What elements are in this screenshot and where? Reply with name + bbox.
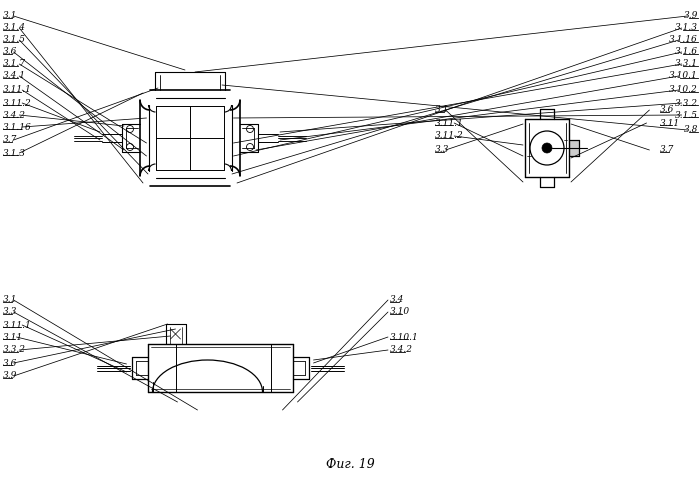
Text: 3.11.1: 3.11.1 bbox=[3, 85, 31, 94]
Text: 3.3.2: 3.3.2 bbox=[3, 346, 26, 354]
Text: 3.6: 3.6 bbox=[660, 106, 674, 115]
Text: 3.11.1: 3.11.1 bbox=[3, 321, 31, 330]
Text: 3.1: 3.1 bbox=[435, 106, 449, 115]
Text: 3.1.16: 3.1.16 bbox=[3, 122, 31, 132]
Text: 3.8: 3.8 bbox=[684, 125, 698, 134]
Text: 3.4: 3.4 bbox=[390, 295, 405, 305]
Circle shape bbox=[542, 143, 552, 153]
Circle shape bbox=[246, 125, 253, 133]
Text: 3.10: 3.10 bbox=[390, 308, 410, 317]
Text: 3.9: 3.9 bbox=[3, 372, 18, 380]
Text: 3.3.2: 3.3.2 bbox=[675, 98, 698, 107]
Text: 3.10.1: 3.10.1 bbox=[669, 71, 698, 80]
Text: 3.1.5: 3.1.5 bbox=[3, 36, 26, 44]
Text: 3.7: 3.7 bbox=[3, 135, 18, 145]
Text: 3.3: 3.3 bbox=[435, 146, 449, 155]
Text: 3.1.16: 3.1.16 bbox=[669, 36, 698, 44]
Text: 3.1.6: 3.1.6 bbox=[675, 48, 698, 56]
Text: 3.11.1: 3.11.1 bbox=[435, 119, 463, 128]
Text: 3.7: 3.7 bbox=[660, 146, 674, 155]
Text: 3.10.2: 3.10.2 bbox=[669, 85, 698, 94]
Text: 3.9: 3.9 bbox=[684, 12, 698, 21]
Text: 3.3.1: 3.3.1 bbox=[675, 59, 698, 68]
Bar bbox=[569, 140, 579, 156]
Text: 3.3: 3.3 bbox=[3, 308, 18, 317]
Text: 3.11.2: 3.11.2 bbox=[3, 98, 31, 107]
Circle shape bbox=[127, 125, 134, 133]
Text: 3.11: 3.11 bbox=[660, 119, 680, 128]
Text: 3.1.3: 3.1.3 bbox=[3, 148, 26, 158]
Circle shape bbox=[246, 144, 253, 150]
Text: 3.1.3: 3.1.3 bbox=[675, 24, 698, 32]
Text: 3.1.5: 3.1.5 bbox=[675, 110, 698, 120]
Text: 3.1: 3.1 bbox=[3, 295, 18, 305]
Text: 3.4.2: 3.4.2 bbox=[3, 110, 26, 120]
Text: 3.1.7: 3.1.7 bbox=[3, 59, 26, 68]
Text: 3.11: 3.11 bbox=[3, 333, 23, 342]
Circle shape bbox=[127, 144, 134, 150]
Text: 3.10.1: 3.10.1 bbox=[390, 333, 419, 342]
Text: 3.1.4: 3.1.4 bbox=[3, 24, 26, 32]
Text: 3.4.1: 3.4.1 bbox=[3, 71, 26, 80]
Text: Фиг. 19: Фиг. 19 bbox=[326, 457, 374, 470]
Text: 3.6: 3.6 bbox=[3, 48, 18, 56]
Text: 3.1: 3.1 bbox=[3, 12, 18, 21]
Text: 3.6: 3.6 bbox=[3, 359, 18, 367]
Text: 3.11.2: 3.11.2 bbox=[435, 132, 463, 140]
Text: 3.4.2: 3.4.2 bbox=[390, 346, 413, 354]
